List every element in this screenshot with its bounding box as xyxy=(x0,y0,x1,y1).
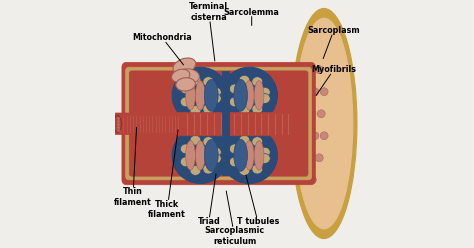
Text: Sarcoplasmic
reticulum: Sarcoplasmic reticulum xyxy=(204,191,264,246)
Ellipse shape xyxy=(301,88,310,96)
Ellipse shape xyxy=(244,141,254,170)
Ellipse shape xyxy=(229,97,240,107)
Ellipse shape xyxy=(259,94,270,103)
Ellipse shape xyxy=(252,77,263,87)
Ellipse shape xyxy=(235,141,244,170)
Ellipse shape xyxy=(259,147,270,157)
Ellipse shape xyxy=(186,81,195,110)
Text: Myofibrils: Myofibrils xyxy=(311,65,356,95)
Ellipse shape xyxy=(114,115,121,132)
Ellipse shape xyxy=(315,154,323,162)
Text: Mitochondria: Mitochondria xyxy=(132,33,192,65)
Ellipse shape xyxy=(254,141,264,170)
Ellipse shape xyxy=(306,66,314,74)
Ellipse shape xyxy=(186,141,195,170)
Ellipse shape xyxy=(299,110,307,118)
Ellipse shape xyxy=(252,164,263,174)
Text: Sarcolemma: Sarcolemma xyxy=(224,8,280,26)
Ellipse shape xyxy=(210,154,221,163)
Text: T tubules: T tubules xyxy=(237,175,279,226)
Ellipse shape xyxy=(210,147,221,157)
Text: Sarcoplasm: Sarcoplasm xyxy=(308,26,360,59)
Ellipse shape xyxy=(173,58,196,74)
Ellipse shape xyxy=(311,88,319,96)
Ellipse shape xyxy=(190,166,201,175)
Ellipse shape xyxy=(295,18,353,229)
Ellipse shape xyxy=(204,139,218,171)
Ellipse shape xyxy=(181,144,191,154)
Ellipse shape xyxy=(210,94,221,103)
Ellipse shape xyxy=(317,110,325,118)
Ellipse shape xyxy=(301,132,310,140)
Ellipse shape xyxy=(181,97,191,107)
Text: Thin
filament: Thin filament xyxy=(114,127,152,207)
Ellipse shape xyxy=(190,106,201,115)
Ellipse shape xyxy=(203,104,214,114)
Ellipse shape xyxy=(221,127,277,184)
Ellipse shape xyxy=(176,78,195,91)
Ellipse shape xyxy=(320,88,328,96)
Ellipse shape xyxy=(259,87,270,97)
Ellipse shape xyxy=(172,67,228,124)
Text: Triad: Triad xyxy=(198,174,220,226)
FancyBboxPatch shape xyxy=(129,71,308,176)
Ellipse shape xyxy=(239,75,250,85)
Ellipse shape xyxy=(234,79,247,111)
Ellipse shape xyxy=(221,67,277,124)
Ellipse shape xyxy=(252,104,263,114)
Ellipse shape xyxy=(172,127,228,184)
Ellipse shape xyxy=(311,132,319,140)
Ellipse shape xyxy=(235,81,244,110)
FancyBboxPatch shape xyxy=(170,113,294,136)
Ellipse shape xyxy=(203,77,214,87)
Ellipse shape xyxy=(239,106,250,115)
Ellipse shape xyxy=(308,110,316,118)
Ellipse shape xyxy=(195,141,205,170)
Ellipse shape xyxy=(239,135,250,145)
Ellipse shape xyxy=(172,69,190,82)
Ellipse shape xyxy=(320,132,328,140)
Ellipse shape xyxy=(259,154,270,163)
FancyBboxPatch shape xyxy=(114,113,182,135)
FancyBboxPatch shape xyxy=(122,62,315,185)
FancyBboxPatch shape xyxy=(126,67,312,180)
Ellipse shape xyxy=(203,164,214,174)
Ellipse shape xyxy=(181,84,191,94)
Ellipse shape xyxy=(204,79,218,111)
Ellipse shape xyxy=(291,8,357,239)
Ellipse shape xyxy=(254,81,264,110)
Ellipse shape xyxy=(181,157,191,167)
Ellipse shape xyxy=(210,87,221,97)
Ellipse shape xyxy=(190,135,201,145)
Ellipse shape xyxy=(315,66,323,74)
Ellipse shape xyxy=(205,81,215,110)
Ellipse shape xyxy=(234,139,247,171)
FancyBboxPatch shape xyxy=(222,71,230,176)
Ellipse shape xyxy=(229,157,240,167)
Ellipse shape xyxy=(205,141,215,170)
Ellipse shape xyxy=(309,176,316,184)
Ellipse shape xyxy=(179,69,200,83)
Ellipse shape xyxy=(195,81,205,110)
Ellipse shape xyxy=(244,81,254,110)
Text: Terminal
cisterna: Terminal cisterna xyxy=(189,2,228,61)
Ellipse shape xyxy=(190,75,201,85)
Ellipse shape xyxy=(229,144,240,154)
Ellipse shape xyxy=(306,154,314,162)
Ellipse shape xyxy=(239,166,250,175)
Ellipse shape xyxy=(229,84,240,94)
Ellipse shape xyxy=(203,137,214,147)
Text: Thick
filament: Thick filament xyxy=(148,130,186,219)
Ellipse shape xyxy=(252,137,263,147)
